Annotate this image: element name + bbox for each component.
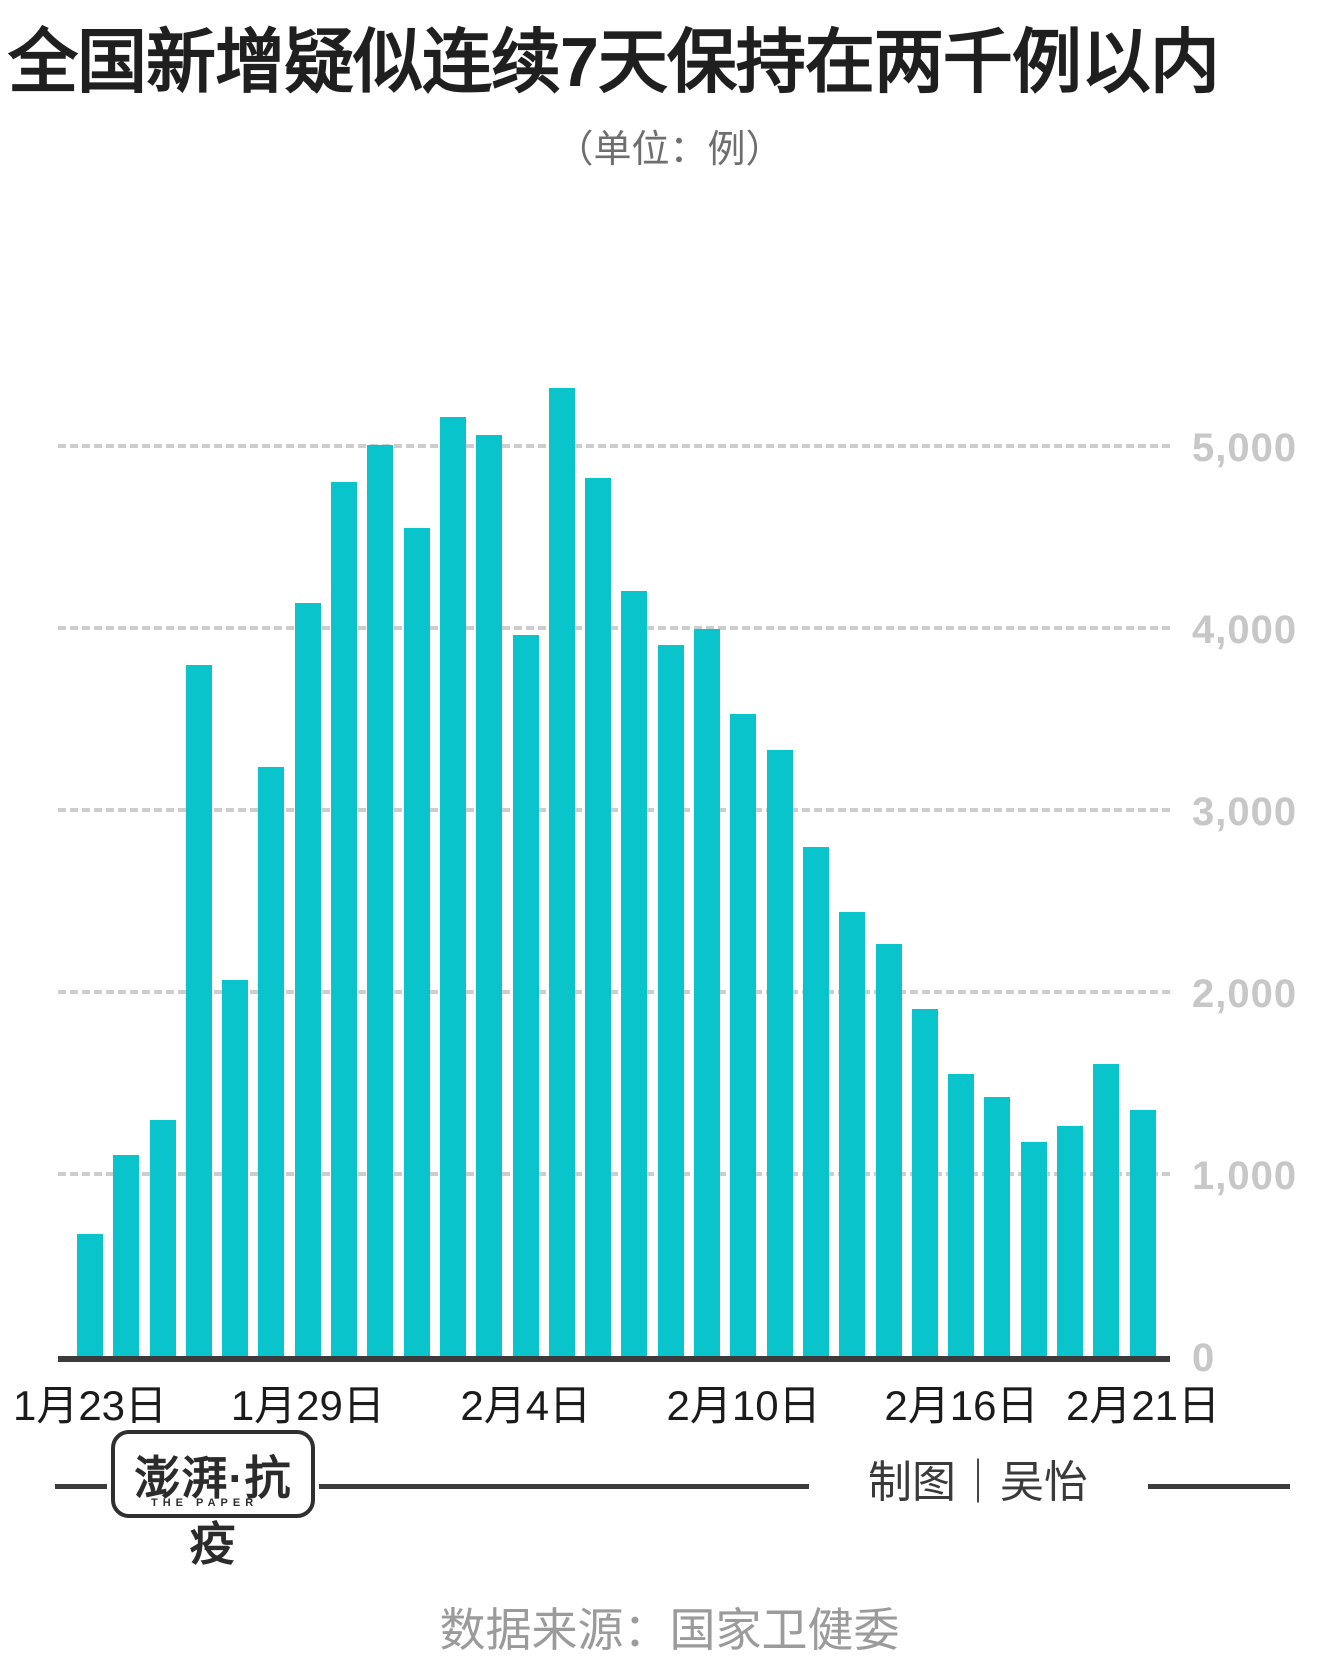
bar-1月23日 [77, 1234, 103, 1358]
bar-1月26日 [185, 665, 212, 1358]
thepaper-logo-subtext: THE PAPER [151, 1497, 259, 1509]
gridline-1000 [58, 1172, 1170, 1176]
thepaper-logo-text: 澎湃·抗疫 [134, 1452, 292, 1570]
x-axis-label-1月23日: 1月23日 [12, 1382, 168, 1429]
bar-2月14日 [875, 944, 902, 1358]
bar-1月24日 [113, 1155, 140, 1358]
bar-2月13日 [839, 912, 866, 1358]
bar-2月1日 [403, 528, 430, 1358]
x-axis-label-1月29日: 1月29日 [230, 1382, 385, 1429]
bar-1月28日 [258, 767, 285, 1358]
bar-2月12日 [802, 847, 829, 1358]
thepaper-logo: 澎湃·抗疫 THE PAPER [111, 1430, 315, 1570]
bar-1月29日 [294, 603, 321, 1358]
bar-2月11日 [766, 750, 793, 1358]
footer-rule-middle [319, 1484, 809, 1489]
bar-2月8日 [657, 645, 684, 1358]
bar-2月3日 [476, 435, 503, 1358]
gridline-5000 [58, 444, 1170, 448]
y-axis-label-3000: 3,000 [1192, 790, 1298, 834]
bar-2月16日 [948, 1074, 975, 1358]
x-axis-label-2月21日: 2月21日 [1065, 1382, 1221, 1429]
x-axis-line [58, 1356, 1170, 1362]
y-axis-label-2000: 2,000 [1192, 972, 1298, 1016]
bar-2月18日 [1020, 1142, 1047, 1358]
x-axis-label-2月10日: 2月10日 [666, 1382, 821, 1429]
bar-1月27日 [222, 980, 249, 1358]
bar-2月20日 [1093, 1064, 1120, 1358]
bar-2月4日 [512, 635, 539, 1358]
bar-1月30日 [331, 482, 358, 1358]
bar-2月21日 [1129, 1110, 1156, 1358]
footer-rule-right [1148, 1484, 1290, 1489]
bar-2月10日 [730, 714, 757, 1358]
bar-2月6日 [585, 478, 612, 1358]
x-axis-label-2月4日: 2月4日 [460, 1382, 592, 1429]
chart-unit-subtitle: （单位：例） [555, 129, 784, 171]
bar-2月17日 [984, 1097, 1011, 1358]
gridline-2000 [58, 990, 1170, 994]
bar-2月2日 [439, 417, 466, 1358]
gridline-3000 [58, 808, 1170, 812]
bar-2月15日 [911, 1009, 938, 1358]
y-axis-label-5000: 5,000 [1192, 426, 1298, 470]
bar-2月19日 [1057, 1126, 1084, 1358]
y-axis-label-0: 0 [1192, 1336, 1216, 1380]
bar-2月5日 [548, 388, 575, 1358]
bars-container [77, 388, 1156, 1358]
bar-1月25日 [149, 1120, 176, 1358]
chart-title: 全国新增疑似连续7天保持在两千例以内 [8, 23, 1220, 101]
y-axis-label-1000: 1,000 [1192, 1154, 1298, 1198]
footer-rule-left [55, 1484, 107, 1489]
data-source-text: 数据来源：国家卫健委 [439, 1604, 900, 1656]
x-axis-label-2月16日: 2月16日 [884, 1382, 1039, 1429]
bar-1月31日 [367, 445, 394, 1358]
bar-2月7日 [621, 591, 648, 1358]
gridline-4000 [58, 626, 1170, 630]
bar-2月9日 [694, 629, 721, 1358]
y-axis-label-4000: 4,000 [1192, 608, 1298, 652]
chart-author-credit: 制图｜吴怡 [868, 1458, 1088, 1507]
